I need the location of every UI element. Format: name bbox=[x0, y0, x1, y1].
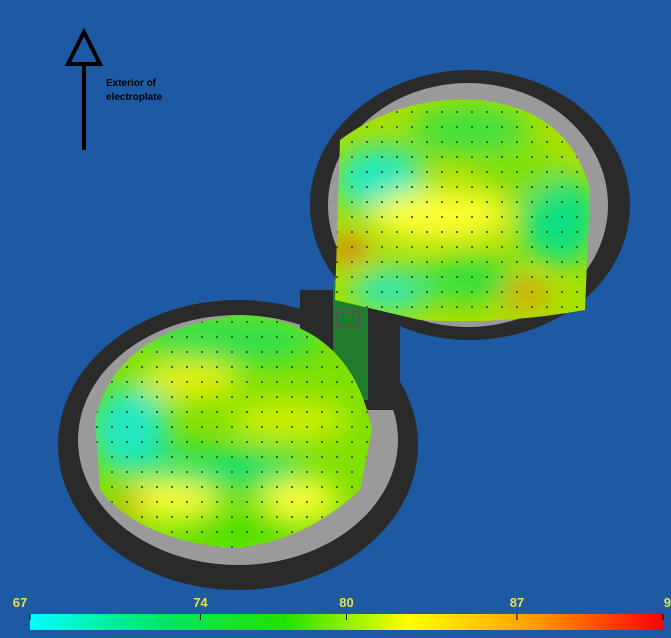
hardness-map: Exterior of electroplate 67 74 80 87 93 bbox=[0, 0, 671, 638]
colorbar-tick-label: 87 bbox=[510, 595, 524, 610]
colorbar-tick-label: 93 bbox=[664, 595, 671, 610]
annotation: Exterior of bbox=[106, 78, 157, 89]
annotation: electroplate bbox=[106, 92, 163, 103]
colorbar-tick-label: 74 bbox=[193, 595, 208, 610]
colorbar-tick-label: 67 bbox=[13, 595, 27, 610]
colorbar-tick-label: 80 bbox=[339, 595, 353, 610]
